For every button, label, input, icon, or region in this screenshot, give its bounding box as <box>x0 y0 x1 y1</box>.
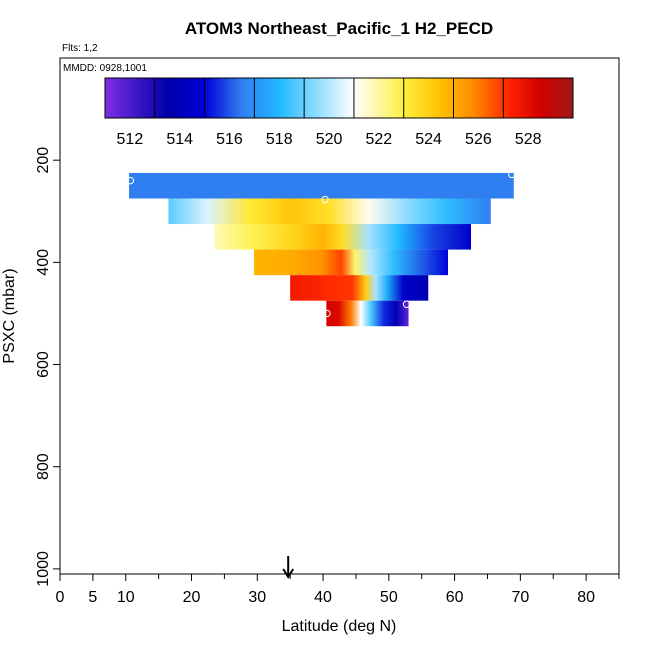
y-tick-label: 400 <box>35 249 52 276</box>
x-tick-label: 0 <box>56 589 65 606</box>
x-tick-label: 70 <box>511 589 529 606</box>
flights-label: Flts: 1,2 <box>62 43 98 54</box>
axes: 0 5 10 20 30 40 50 60 70 80 200 400 600 800 1000 <box>35 147 620 606</box>
x-tick-label: 5 <box>88 589 97 606</box>
x-tick-label: 20 <box>183 589 201 606</box>
date-label: MMDD: 0928,1001 <box>63 63 147 74</box>
y-axis-title: PSXC (mbar) <box>1 268 18 363</box>
x-tick-label: 10 <box>117 589 135 606</box>
y-tick-label: 800 <box>35 453 52 480</box>
heatmap-row <box>168 198 491 225</box>
y-tick-label: 200 <box>35 147 52 174</box>
x-axis-title: Latitude (deg N) <box>282 618 397 635</box>
y-tick-label: 600 <box>35 351 52 378</box>
y-tick-label: 1000 <box>35 551 52 587</box>
x-tick-label: 40 <box>314 589 332 606</box>
colorbar: 512 514 516 518 520 522 524 526 528 <box>104 77 574 148</box>
colorbar-tick-label: 528 <box>515 131 542 148</box>
plot-frame <box>59 57 620 575</box>
colorbar-tick-label: 520 <box>316 131 343 148</box>
latitude-arrow <box>282 556 295 579</box>
colorbar-tick-label: 524 <box>415 131 442 148</box>
colorbar-tick-label: 518 <box>266 131 293 148</box>
colorbar-tick-label: 512 <box>117 131 144 148</box>
sample-marker <box>321 195 329 204</box>
x-tick-label: 80 <box>577 589 595 606</box>
x-tick-label: 50 <box>380 589 398 606</box>
heatmap-row <box>290 275 429 301</box>
sample-marker <box>126 176 135 185</box>
x-tick-label: 30 <box>248 589 266 606</box>
data-layer <box>126 170 516 579</box>
colorbar-tick-label: 526 <box>465 131 492 148</box>
colorbar-frame <box>104 77 574 119</box>
sample-marker <box>508 170 516 179</box>
heatmap-row <box>254 249 449 276</box>
heatmap-row <box>326 300 409 327</box>
chart-title: ATOM3 Northeast_Pacific_1 H2_PECD <box>185 19 493 38</box>
sample-marker <box>402 300 411 308</box>
sample-marker <box>323 309 331 318</box>
x-tick-label: 60 <box>446 589 464 606</box>
colorbar-gradient <box>105 78 573 118</box>
heatmap-row <box>214 224 472 250</box>
colorbar-tick-label: 522 <box>365 131 392 148</box>
colorbar-tick-label: 516 <box>216 131 243 148</box>
colorbar-tick-label: 514 <box>166 131 193 148</box>
heatmap-row <box>129 172 514 199</box>
